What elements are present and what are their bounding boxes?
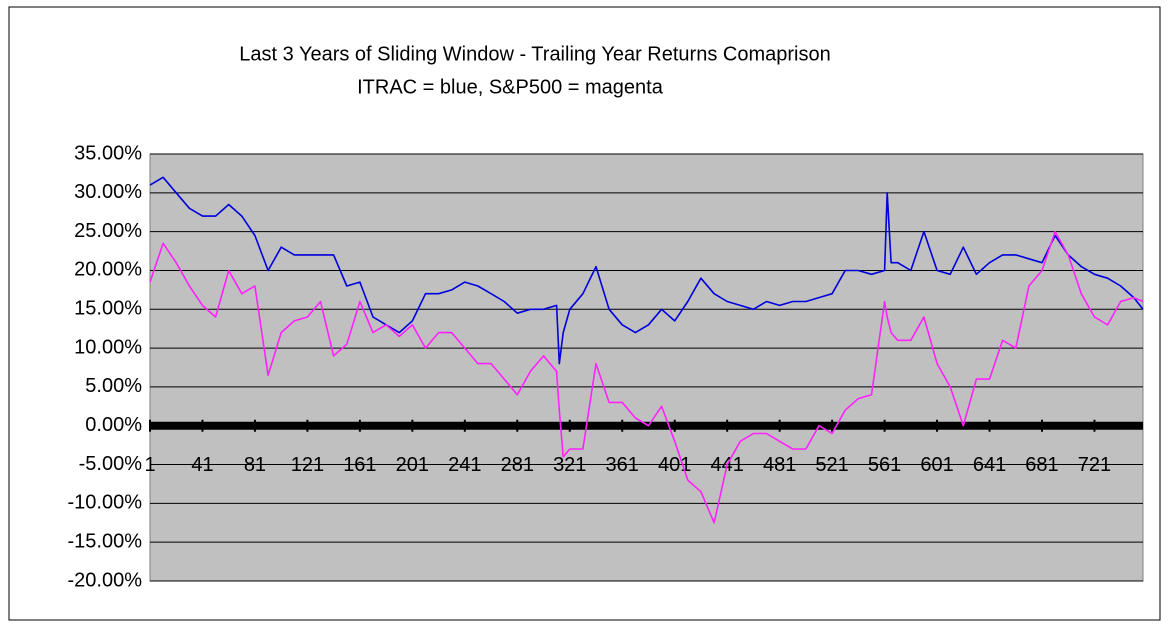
y-tick-label: 25.00% [74,220,142,242]
chart-title: Last 3 Years of Sliding Window - Trailin… [239,43,830,65]
x-tick-label: 561 [868,454,901,476]
x-tick-label: 41 [191,454,213,476]
x-tick-label: 81 [244,454,266,476]
x-tick-label: 201 [396,454,429,476]
x-tick-label: 241 [448,454,481,476]
x-tick-label: 121 [291,454,324,476]
y-tick-label: -20.00% [68,569,143,591]
series-line [149,176,1144,365]
y-tick-label: 10.00% [74,336,142,358]
x-tick-label: 601 [920,454,953,476]
y-tick-label: -5.00% [79,453,143,475]
x-tick-label: 721 [1078,454,1111,476]
y-tick-label: -15.00% [68,530,143,552]
y-tick-label: -10.00% [68,492,143,514]
y-tick-label: 20.00% [74,259,142,281]
x-tick-label: 161 [343,454,376,476]
y-tick-label: 35.00% [74,142,142,164]
x-tick-label: 681 [1025,454,1058,476]
x-tick-label: 1 [144,454,155,476]
y-tick-label: 15.00% [74,298,142,320]
plot-area [149,153,1144,582]
y-tick-label: 5.00% [85,375,142,397]
x-tick-label: 481 [763,454,796,476]
x-tick-label: 281 [501,454,534,476]
x-tick-label: 361 [606,454,639,476]
x-tick-label: 321 [553,454,586,476]
x-tick-label: 521 [815,454,848,476]
x-tick-label: 641 [973,454,1006,476]
y-tick-label: 0.00% [85,414,142,436]
series-line [149,230,1144,524]
x-tick-label: 401 [658,454,691,476]
y-tick-label: 30.00% [74,181,142,203]
chart-subtitle: ITRAC = blue, S&P500 = magenta [357,76,664,98]
